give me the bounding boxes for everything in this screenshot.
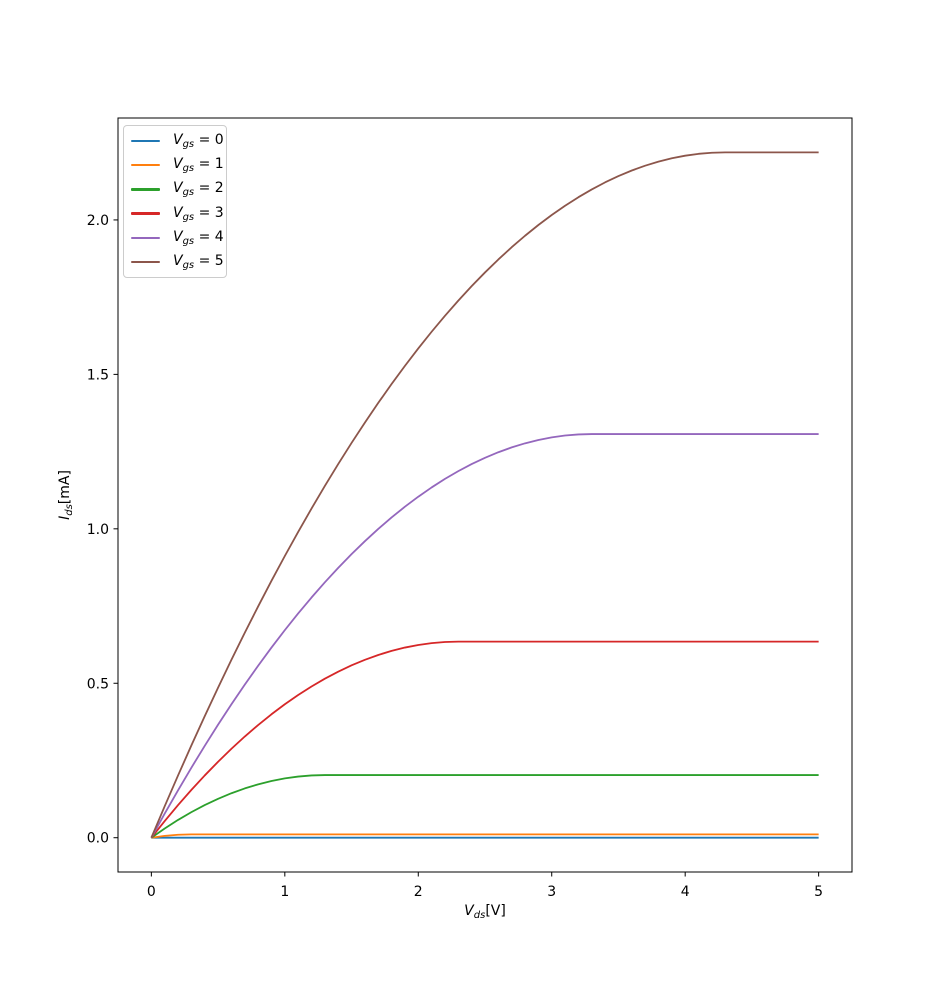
legend-line-sample (131, 164, 160, 167)
legend-line-sample (131, 188, 160, 191)
legend-line-sample (131, 212, 160, 215)
legend-label-variable: V (173, 156, 183, 173)
y-tick-label: 0.5 (87, 676, 109, 692)
legend-label: Vgs = 3 (173, 205, 224, 223)
legend-label-value: = 0 (194, 132, 224, 149)
legend-label-value: = 1 (194, 156, 224, 173)
legend-label-subscript: gs (182, 260, 195, 272)
y-tick-label: 2.0 (87, 213, 109, 229)
legend: Vgs = 0 Vgs = 1 Vgs = 2 Vgs = 3 Vgs = 4 Vgs =… (123, 125, 227, 279)
legend-label-subscript: gs (182, 235, 195, 247)
y-axis-label: Ids[mA] (57, 470, 75, 520)
legend-label-subscript: gs (182, 139, 195, 151)
x-tick-label: 5 (814, 884, 823, 900)
y-axis-label-unit: [mA] (57, 470, 73, 505)
legend-label: Vgs = 1 (173, 156, 224, 174)
legend-label-value: = 3 (194, 204, 224, 221)
x-tick-label: 1 (280, 884, 289, 900)
legend-label: Vgs = 4 (173, 229, 224, 247)
legend-line-sample (131, 260, 160, 264)
curve-vgs-3 (150, 640, 819, 839)
y-axis-label-variable: I (57, 515, 73, 520)
y-tick-label: 1.5 (87, 367, 109, 383)
legend-entry-vgs-3: Vgs = 3 (131, 202, 226, 226)
legend-label: Vgs = 5 (173, 253, 224, 271)
legend-label-value: = 4 (194, 228, 224, 245)
plot-area-border (117, 117, 853, 873)
y-tick-label: 1.0 (87, 522, 109, 538)
x-tick-label: 3 (547, 884, 556, 900)
legend-entry-vgs-4: Vgs = 4 (131, 226, 226, 250)
legend-label: Vgs = 2 (173, 180, 224, 198)
legend-entry-vgs-0: Vgs = 0 (131, 129, 226, 153)
legend-label-subscript: gs (182, 187, 195, 199)
legend-label: Vgs = 0 (173, 132, 224, 150)
legend-entry-vgs-2: Vgs = 2 (131, 177, 226, 201)
legend-entry-vgs-1: Vgs = 1 (131, 153, 226, 177)
x-tick-label: 0 (147, 884, 156, 900)
x-tick-label: 4 (681, 884, 690, 900)
legend-label-variable: V (173, 204, 183, 221)
y-axis-label-subscript: ds (64, 504, 75, 516)
legend-label-variable: V (173, 253, 183, 270)
y-tick-label: 0.0 (87, 831, 109, 847)
x-tick-label: 2 (414, 884, 423, 900)
x-axis-label-unit: [V] (485, 903, 506, 919)
legend-label-value: = 2 (194, 180, 224, 197)
legend-line-sample (131, 236, 160, 240)
legend-label-variable: V (173, 132, 183, 149)
x-axis-label: Vds[V] (118, 903, 852, 921)
legend-label-variable: V (173, 180, 183, 197)
curve-vgs-4 (150, 433, 819, 839)
legend-label-subscript: gs (182, 211, 195, 223)
x-axis-label-subscript: ds (473, 910, 486, 921)
legend-entry-vgs-5: Vgs = 5 (131, 250, 226, 274)
legend-label-value: = 5 (194, 253, 224, 270)
legend-label-variable: V (173, 228, 183, 245)
x-axis-label-variable: V (464, 903, 474, 919)
curve-vgs-1 (151, 833, 819, 839)
curve-vgs-5 (150, 151, 819, 839)
curve-vgs-2 (150, 774, 819, 839)
legend-label-subscript: gs (182, 163, 195, 175)
legend-line-sample (131, 139, 160, 143)
